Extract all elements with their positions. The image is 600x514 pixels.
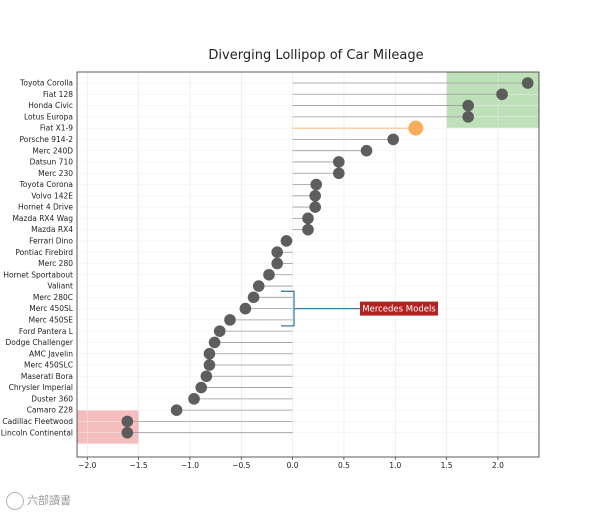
y-label-25: Merc 450SLC [24,361,73,370]
point-23 [208,336,221,349]
point-17 [263,268,275,281]
point-6 [360,144,373,157]
points [121,77,534,439]
point-0 [521,77,534,89]
watermark: 六部讀書 [6,492,71,510]
y-label-21: Merc 450SE [29,315,74,324]
point-19 [247,291,260,304]
point-2 [462,99,474,112]
y-label-19: Merc 280C [33,293,73,302]
y-tick-labels: Toyota Corolla Fiat 128 Honda Civic Lotus E… [1,79,74,438]
y-label-0: Toyota Corolla [19,79,73,88]
point-1 [496,88,508,101]
x-tick-label-3: −0.5 [232,461,250,470]
x-tick-label-0: −2.0 [78,461,96,470]
y-label-2: Honda Civic [28,101,73,110]
point-21 [224,314,236,326]
y-label-8: Merc 230 [38,169,73,178]
point-24 [203,347,216,360]
y-label-10: Volvo 142E [31,191,73,200]
y-label-28: Duster 360 [31,394,73,403]
bottom-highlight-region [77,410,139,444]
x-tick-label-6: 1.0 [389,461,401,470]
y-label-29: Camaro Z28 [27,406,74,415]
y-label-17: Hornet Sportabout [3,270,73,279]
point-27 [195,381,208,394]
x-tick-label-8: 2.0 [492,461,504,470]
x-tick-label-2: −1.0 [181,461,199,470]
point-5 [387,133,400,146]
point-26 [200,370,213,383]
point-28 [188,393,200,405]
point-22 [213,325,226,337]
y-label-14: Ferrari Dino [29,237,73,246]
point-18 [252,280,265,292]
y-label-6: Merc 240D [32,146,73,155]
point-11 [309,201,321,213]
point-9 [310,178,323,191]
y-label-15: Pontiac Firebird [15,248,73,257]
x-tick-label-5: 0.5 [338,461,350,470]
y-label-4: Fiat X1-9 [40,124,73,133]
point-30 [121,415,134,428]
point-20 [239,302,252,315]
watermark-text: 六部讀書 [27,494,71,507]
y-label-23: Dodge Challenger [6,338,74,347]
y-label-12: Mazda RX4 Wag [12,214,73,223]
y-label-5: Porsche 914-2 [19,135,73,144]
x-tick-label-1: −1.5 [129,461,147,470]
y-label-16: Merc 280 [38,259,73,268]
point-14 [280,235,293,247]
y-label-22: Ford Pantera L [19,327,74,336]
annotation-box [360,301,438,316]
y-label-20: Merc 450SL [29,304,74,313]
grid-lines [77,72,539,457]
point-12 [302,212,314,225]
y-label-13: Mazda RX4 [31,225,73,234]
point-15 [271,246,284,258]
y-label-11: Hornet 4 Drive [18,203,73,212]
point-4 [408,120,424,136]
point-16 [271,257,284,270]
y-label-18: Valiant [47,282,73,291]
x-tick-label-7: 1.5 [441,461,453,470]
chart-title: Diverging Lollipop of Car Mileage [208,48,423,63]
x-tick-labels: −2.0 −1.5 −1.0 −0.5 0.0 0.5 1.0 1.5 2.0 [78,457,504,470]
point-25 [203,359,216,371]
annotation-label: Mercedes Models [362,305,436,315]
point-29 [170,404,183,416]
y-label-26: Maserati Bora [21,372,73,381]
mercedes-annotation: Mercedes Models [281,290,438,327]
y-label-1: Fiat 128 [43,90,73,99]
y-label-7: Datsun 710 [30,158,74,167]
y-label-27: Chrysler Imperial [9,383,73,392]
y-label-30: Cadillac Fleetwood [2,417,73,426]
point-8 [333,167,345,180]
y-label-31: Lincoln Continental [1,428,73,437]
point-13 [302,223,314,236]
point-10 [309,190,321,202]
stems [127,82,528,434]
x-tick-label-4: 0.0 [287,461,299,470]
plot-frame [76,71,540,458]
watermark-logo-icon [6,492,24,510]
y-label-24: AMC Javelin [29,349,73,358]
point-7 [333,156,345,168]
y-label-9: Toyota Corona [18,180,73,189]
y-label-3: Lotus Europa [24,112,73,121]
point-31 [121,426,134,439]
point-3 [462,111,474,123]
